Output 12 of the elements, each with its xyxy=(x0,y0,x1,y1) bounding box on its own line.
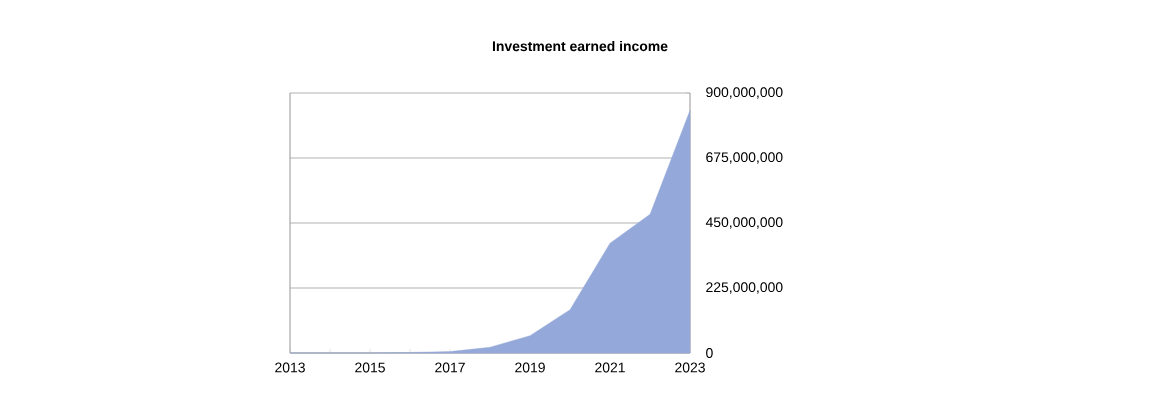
x-tick-label: 2013 xyxy=(275,362,305,373)
y-tick-label: 900,000,000 xyxy=(706,87,783,99)
x-tick-label: 2019 xyxy=(515,362,545,373)
y-tick-label: 225,000,000 xyxy=(706,282,783,294)
y-tick-label: 0 xyxy=(706,348,713,358)
x-tick-label: 2017 xyxy=(435,362,465,373)
x-tick-label: 2015 xyxy=(355,362,385,373)
y-tick-label: 675,000,000 xyxy=(706,152,783,164)
x-tick-label: 2023 xyxy=(675,362,705,373)
chart-title: Investment earned income xyxy=(492,40,668,52)
x-tick-label: 2021 xyxy=(595,362,625,373)
y-tick-label: 450,000,000 xyxy=(705,217,783,229)
